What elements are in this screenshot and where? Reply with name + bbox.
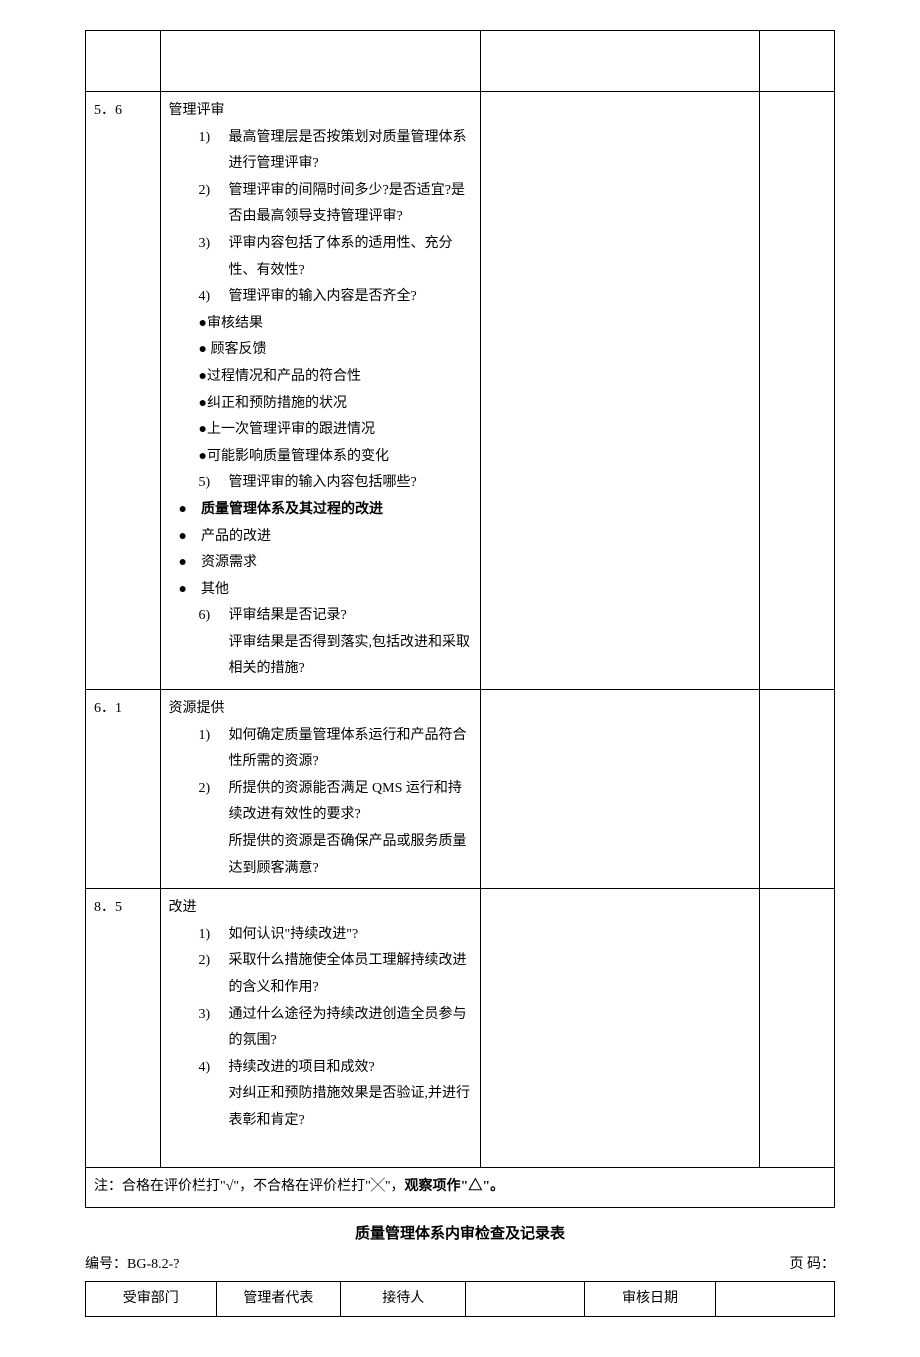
audit-record-header-table: 受审部门管理者代表接待人 审核日期 xyxy=(85,1281,835,1318)
findings-cell xyxy=(481,92,760,690)
table-row: 注：合格在评价栏打"√"，不合格在评价栏打"╳"，观察项作"△"。 xyxy=(86,1168,835,1208)
bullet-item: ● 质量管理体系及其过程的改进 xyxy=(169,497,473,524)
list-item: 最高管理层是否按策划对质量管理体系进行管理评审? xyxy=(199,125,473,178)
findings-cell xyxy=(481,889,760,1168)
list-item: 通过什么途径为持续改进创造全员参与的氛围? xyxy=(199,1002,473,1055)
table-row: 8．5改进如何认识"持续改进"?采取什么措施使全体员工理解持续改进的含义和作用?… xyxy=(86,889,835,1168)
bullet-item: ●纠正和预防措施的状况 xyxy=(169,391,473,418)
list-item: 采取什么措施使全体员工理解持续改进的含义和作用? xyxy=(199,948,473,1001)
list-item: 管理评审的输入内容包括哪些? xyxy=(199,470,473,497)
bullet-item: ●可能影响质量管理体系的变化 xyxy=(169,444,473,471)
section-heading: 管理评审 xyxy=(169,98,473,125)
evaluation-cell xyxy=(760,889,835,1168)
list-item: 管理评审的间隔时间多少?是否适宜?是否由最高领导支持管理评审? xyxy=(199,178,473,231)
bullet-item: ● 顾客反馈 xyxy=(169,337,473,364)
list-item: 所提供的资源能否满足 QMS 运行和持续改进有效性的要求?所提供的资源是否确保产… xyxy=(199,776,473,882)
audit-checklist-table: 5．6管理评审最高管理层是否按策划对质量管理体系进行管理评审?管理评审的间隔时间… xyxy=(85,30,835,1208)
form-title: 质量管理体系内审检查及记录表 xyxy=(85,1220,835,1249)
section-heading: 资源提供 xyxy=(169,696,473,723)
form2-cell: 接待人 xyxy=(341,1281,466,1317)
section-id: 5．6 xyxy=(86,92,161,690)
section-id: 6．1 xyxy=(86,690,161,889)
note-bold: 观察项作"△"。 xyxy=(405,1179,505,1194)
form2-cell: 管理者代表 xyxy=(216,1281,341,1317)
list-item: 评审结果是否记录?评审结果是否得到落实,包括改进和采取相关的措施? xyxy=(199,603,473,683)
section-heading: 改进 xyxy=(169,895,473,922)
page-number-label: 页 码： xyxy=(790,1252,836,1279)
section-content: 管理评审最高管理层是否按策划对质量管理体系进行管理评审?管理评审的间隔时间多少?… xyxy=(169,98,473,683)
form-meta-row: 编号：BG-8.2-? 页 码： xyxy=(85,1252,835,1279)
form2-cell xyxy=(715,1281,834,1317)
form-number: 编号：BG-8.2-? xyxy=(85,1252,180,1279)
list-item: 如何确定质量管理体系运行和产品符合性所需的资源? xyxy=(199,723,473,776)
bullet-item: ●过程情况和产品的符合性 xyxy=(169,364,473,391)
bullet-item: ●审核结果 xyxy=(169,311,473,338)
table-row xyxy=(86,31,835,92)
form2-cell: 受审部门 xyxy=(86,1281,217,1317)
section-content: 资源提供如何确定质量管理体系运行和产品符合性所需的资源?所提供的资源能否满足 Q… xyxy=(169,696,473,882)
evaluation-cell xyxy=(760,690,835,889)
note-cell: 注：合格在评价栏打"√"，不合格在评价栏打"╳"，观察项作"△"。 xyxy=(86,1168,835,1208)
list-item: 管理评审的输入内容是否齐全? xyxy=(199,284,473,311)
bullet-item: ●上一次管理评审的跟进情况 xyxy=(169,417,473,444)
list-item: 如何认识"持续改进"? xyxy=(199,922,473,949)
findings-cell xyxy=(481,690,760,889)
form2-cell: 审核日期 xyxy=(585,1281,716,1317)
table-row: 5．6管理评审最高管理层是否按策划对质量管理体系进行管理评审?管理评审的间隔时间… xyxy=(86,92,835,690)
list-item: 评审内容包括了体系的适用性、充分性、有效性? xyxy=(199,231,473,284)
table-row: 6．1资源提供如何确定质量管理体系运行和产品符合性所需的资源?所提供的资源能否满… xyxy=(86,690,835,889)
evaluation-cell xyxy=(760,92,835,690)
bullet-item: ● 资源需求 xyxy=(169,550,473,577)
section-content: 改进如何认识"持续改进"?采取什么措施使全体员工理解持续改进的含义和作用?通过什… xyxy=(169,895,473,1161)
section-id: 8．5 xyxy=(86,889,161,1168)
bullet-item: ● 产品的改进 xyxy=(169,524,473,551)
table-row: 受审部门管理者代表接待人 审核日期 xyxy=(86,1281,835,1317)
form2-cell xyxy=(466,1281,585,1317)
bullet-item: ● 其他 xyxy=(169,577,473,604)
list-item: 持续改进的项目和成效?对纠正和预防措施效果是否验证,并进行表彰和肯定? xyxy=(199,1055,473,1135)
